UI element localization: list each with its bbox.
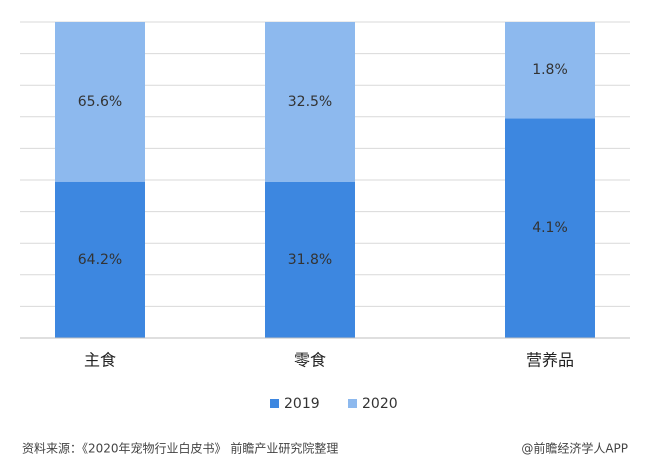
value-label: 65.6% bbox=[78, 94, 122, 110]
value-label: 4.1% bbox=[532, 220, 568, 236]
bar-segment bbox=[505, 22, 595, 119]
legend-swatch bbox=[348, 399, 357, 408]
bar-segment bbox=[265, 22, 355, 182]
legend-label: 2019 bbox=[284, 396, 320, 412]
legend-swatch bbox=[270, 399, 279, 408]
legend-label: 2020 bbox=[362, 396, 398, 412]
source-note: 资料来源：《2020年宠物行业白皮书》 前瞻产业研究院整理 bbox=[22, 441, 338, 456]
x-tick-label: 营养品 bbox=[526, 351, 574, 370]
credit: @前瞻经济学人APP bbox=[521, 441, 628, 456]
bar-segment bbox=[505, 118, 595, 339]
value-label: 64.2% bbox=[78, 252, 122, 268]
value-label: 1.8% bbox=[532, 62, 568, 78]
bar-segment bbox=[265, 181, 355, 338]
x-tick-label: 零食 bbox=[294, 351, 326, 370]
value-label: 31.8% bbox=[288, 252, 332, 268]
bar-segment bbox=[55, 22, 145, 182]
x-tick-label: 主食 bbox=[84, 351, 116, 370]
value-label: 32.5% bbox=[288, 94, 332, 110]
bar-segment bbox=[55, 181, 145, 338]
